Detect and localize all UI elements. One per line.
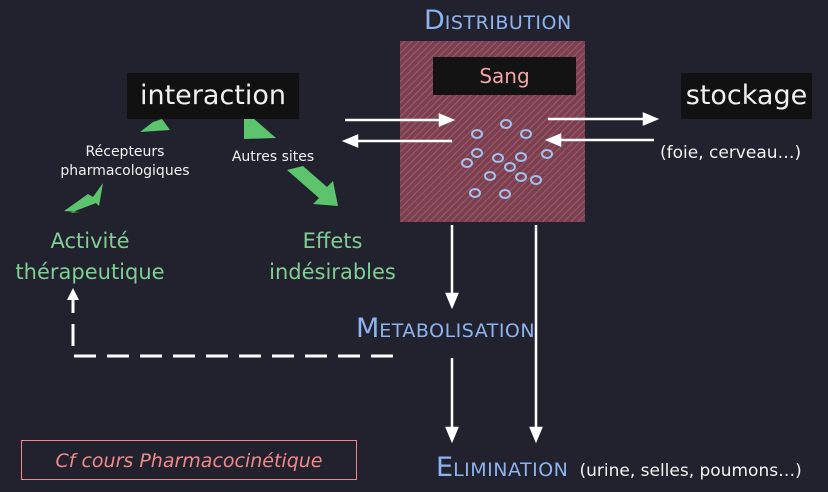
- elimination-detail: (urine, selles, poumons…): [579, 461, 802, 481]
- stockage-box: stockage: [681, 73, 812, 119]
- recepteurs-line-1: Récepteurs: [85, 144, 165, 160]
- activite-line-2: thérapeutique: [15, 260, 165, 284]
- exchange-arrows-left: [341, 113, 456, 148]
- feedback-arrow-head: [67, 288, 79, 300]
- vertical-arrows: [445, 225, 543, 444]
- elimination-title: ELIMINATION (urine, selles, poumons…): [436, 452, 802, 483]
- effets-line-1: Effets: [302, 229, 363, 253]
- autres-sites-label: Autres sites: [231, 149, 315, 165]
- distribution-title: DISTRIBUTION: [424, 5, 572, 36]
- recepteurs-line-2: pharmacologiques: [60, 163, 190, 179]
- activite-line-1: Activité: [50, 229, 130, 253]
- feedback-dashed-arrow: [71, 300, 393, 358]
- stockage-detail: (foie, cerveau…): [660, 143, 802, 163]
- effets-line-2: indésirables: [269, 260, 396, 284]
- exchange-arrows-right: [544, 112, 660, 147]
- green-arrows: [64, 118, 338, 213]
- reference-box: Cf cours Pharmacocinétique: [21, 440, 357, 480]
- activite-therapeutique: Activité thérapeutique: [0, 226, 180, 288]
- blood-cells: [461, 119, 553, 199]
- metabolisation-title: METABOLISATION: [356, 313, 536, 344]
- interaction-box: interaction: [127, 73, 299, 119]
- recepteurs-label: Récepteurs pharmacologiques: [30, 143, 220, 181]
- sang-label: Sang: [433, 57, 576, 95]
- effets-indesirables: Effets indésirables: [250, 226, 415, 288]
